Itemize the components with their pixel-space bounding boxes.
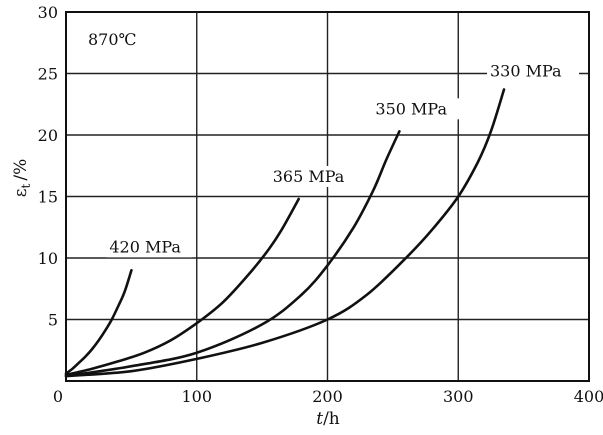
plot-frame [65,11,590,382]
y-axis-unit: /% [11,159,31,181]
series-label-background-2 [372,98,461,120]
y-axis-variable: ε [11,188,31,197]
y-axis-subscript: t [19,183,33,188]
y-tick-label-30: 30 [38,3,58,22]
series-curve-3 [64,88,506,378]
x-tick-label-200: 200 [312,387,343,406]
y-tick-label-10: 10 [38,249,58,268]
y-tick-label-5: 5 [48,311,58,330]
series-label-3: 330 MPa [490,61,562,80]
x-tick-label-0: 0 [53,387,63,406]
x-axis-label: t/h [316,409,340,429]
grid [66,12,589,381]
y-axis-label: εt /% [11,159,33,198]
series-curve-1 [64,197,300,377]
curves [64,88,506,378]
y-tick-label-20: 20 [38,126,58,145]
tick-labels: 0 100 200 300 400 5 10 15 20 25 30 [38,3,603,406]
series-label-background-3 [487,60,580,82]
x-tick-label-300: 300 [443,387,474,406]
series-labels: 420 MPa 365 MPa 350 MPa 330 MPa [106,60,580,258]
series-label-background-0 [106,236,193,258]
x-tick-label-400: 400 [574,387,603,406]
x-axis-variable: t [316,409,323,429]
series-curve-2 [64,130,401,378]
y-tick-label-25: 25 [38,65,58,84]
series-label-0: 420 MPa [109,237,181,256]
series-curve-0 [64,269,133,375]
x-tick-label-100: 100 [181,387,212,406]
series-label-2: 350 MPa [375,99,447,118]
series-label-1: 365 MPa [273,167,345,186]
y-tick-label-15: 15 [38,188,58,207]
series-label-background-1 [269,165,358,187]
temperature-annotation: 870℃ [88,30,136,49]
x-axis-unit: /h [323,409,340,429]
